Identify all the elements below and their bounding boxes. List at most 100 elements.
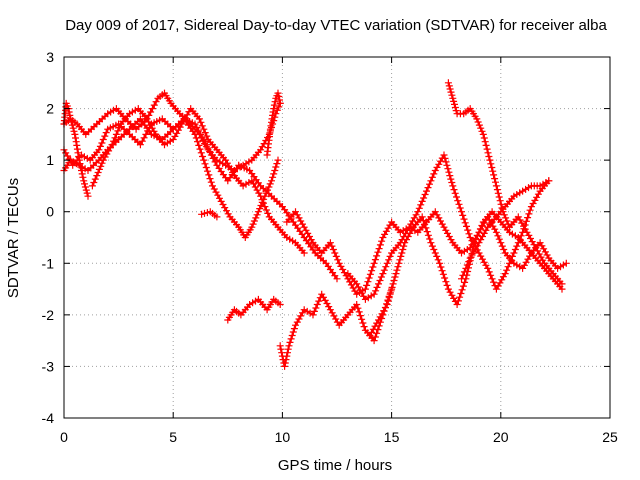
data-point-marker — [462, 264, 470, 272]
data-point-marker — [227, 165, 235, 173]
data-point-marker — [195, 141, 203, 149]
data-point-marker — [534, 190, 542, 198]
data-point-marker — [543, 251, 551, 259]
data-point-marker — [88, 182, 96, 190]
data-point-marker — [274, 89, 282, 97]
data-point-marker — [147, 121, 154, 129]
data-point-marker — [370, 290, 378, 298]
data-point-marker — [538, 242, 546, 250]
data-point-marker — [112, 130, 120, 138]
data-point-marker — [487, 160, 495, 168]
data-point-marker — [282, 356, 290, 364]
x-tick-label: 15 — [384, 429, 400, 445]
data-point-marker — [261, 203, 269, 211]
data-point-marker — [478, 222, 486, 229]
data-point-marker — [197, 118, 205, 126]
data-point-marker — [436, 259, 444, 267]
data-point-marker — [527, 235, 534, 242]
data-point-marker — [404, 233, 412, 240]
data-point-marker — [473, 115, 481, 123]
data-point-marker — [420, 194, 428, 202]
data-point-marker — [439, 270, 447, 278]
data-point-marker — [65, 108, 73, 116]
data-point-marker — [183, 111, 191, 119]
data-point-marker — [475, 228, 483, 236]
data-point-marker — [480, 134, 488, 142]
data-point-marker — [95, 146, 103, 154]
data-point-marker — [363, 281, 371, 289]
data-point-marker — [150, 127, 158, 135]
data-point-marker — [424, 184, 432, 192]
data-point-marker — [200, 156, 208, 164]
data-point-marker — [192, 134, 200, 142]
data-point-marker — [383, 259, 391, 267]
data-point-marker — [276, 301, 284, 308]
data-point-marker — [252, 214, 260, 222]
data-point-marker — [369, 325, 377, 333]
data-point-marker — [288, 332, 296, 339]
data-point-marker — [329, 246, 337, 253]
data-point-marker — [368, 267, 376, 275]
data-point-marker — [383, 301, 391, 308]
data-point-marker — [522, 217, 530, 225]
data-point-marker — [293, 211, 301, 219]
data-point-marker — [66, 111, 74, 119]
data-point-marker — [445, 82, 453, 90]
data-point-marker — [272, 163, 280, 171]
data-point-marker — [277, 345, 285, 353]
data-point-marker — [424, 231, 432, 239]
data-point-marker — [328, 309, 336, 317]
data-point-marker — [260, 199, 267, 207]
data-point-marker — [306, 233, 313, 240]
data-point-marker — [494, 189, 502, 197]
data-point-marker — [480, 229, 488, 237]
data-point-marker — [490, 171, 498, 179]
data-point-marker — [353, 301, 361, 308]
data-point-marker — [173, 129, 181, 137]
data-point-marker — [114, 127, 122, 135]
data-point-marker — [323, 300, 331, 307]
data-point-marker — [373, 283, 381, 291]
data-point-marker — [450, 97, 458, 105]
x-tick-label: 20 — [493, 429, 509, 445]
data-point-marker — [366, 332, 374, 339]
y-tick-label: 0 — [46, 204, 54, 220]
data-point-marker — [492, 178, 499, 186]
data-point-marker — [435, 214, 443, 222]
data-point-marker — [398, 249, 406, 257]
data-point-marker — [281, 359, 289, 367]
data-point-marker — [459, 211, 467, 219]
data-point-marker — [497, 239, 505, 247]
data-point-marker — [434, 256, 442, 264]
data-point-marker — [384, 297, 392, 305]
data-point-marker — [83, 189, 91, 197]
data-point-marker — [265, 183, 273, 191]
data-point-marker — [197, 149, 205, 157]
data-point-marker — [461, 278, 469, 286]
data-point-marker — [400, 242, 408, 250]
data-point-marker — [194, 138, 201, 146]
series-4 — [88, 105, 308, 257]
data-point-marker — [525, 210, 533, 218]
y-tick-label: -3 — [42, 358, 55, 374]
data-point-marker — [525, 231, 533, 239]
data-point-marker — [374, 248, 382, 256]
data-point-marker — [373, 329, 381, 337]
data-point-marker — [80, 177, 88, 185]
data-point-marker — [361, 285, 369, 293]
data-point-marker — [463, 261, 471, 269]
data-point-marker — [284, 349, 291, 357]
data-point-marker — [415, 204, 423, 212]
data-point-marker — [286, 338, 294, 346]
data-point-marker — [479, 130, 487, 138]
data-point-marker — [451, 189, 459, 197]
data-point-marker — [253, 186, 261, 194]
data-point-marker — [448, 91, 456, 99]
x-tick-label: 0 — [60, 429, 68, 445]
data-point-marker — [442, 226, 450, 234]
data-point-marker — [490, 278, 497, 286]
series-13 — [263, 89, 284, 159]
data-point-marker — [273, 106, 281, 114]
data-point-marker — [451, 100, 458, 108]
data-point-marker — [266, 180, 274, 188]
